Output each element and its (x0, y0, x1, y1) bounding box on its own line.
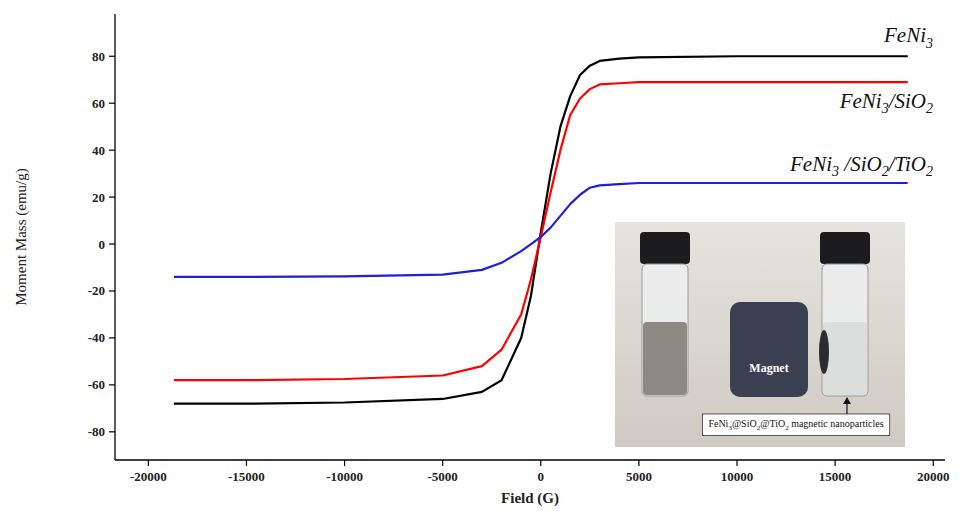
x-tick (344, 460, 345, 466)
y-tick (109, 243, 115, 244)
x-tick-label: 0 (538, 469, 545, 484)
series-label: FeNi3 (883, 23, 933, 50)
caption-box (702, 414, 889, 436)
y-tick (109, 384, 115, 385)
x-axis-title: Field (G) (501, 490, 559, 507)
x-axis (115, 459, 945, 460)
y-tick (109, 150, 115, 151)
x-tick (442, 460, 443, 466)
x-tick-label: 20000 (917, 469, 950, 484)
y-tick (109, 337, 115, 338)
particles (819, 330, 829, 374)
y-axis (114, 14, 115, 460)
y-tick-label: -60 (88, 377, 105, 392)
vial-glass (642, 264, 688, 396)
x-tick-label: 15000 (819, 469, 852, 484)
vial-liquid (823, 322, 867, 395)
x-tick (638, 460, 639, 466)
y-tick-label: -20 (88, 283, 105, 298)
x-tick-label: -20000 (130, 469, 167, 484)
x-tick (736, 460, 737, 466)
y-tick-label: -40 (88, 330, 105, 345)
y-tick (109, 431, 115, 432)
caption-arrow-head (843, 397, 851, 404)
vial-liquid (643, 322, 687, 395)
vial-glass (822, 264, 868, 396)
x-tick (933, 460, 934, 466)
inset-caption: FeNi3@SiO2@TiO2 magnetic nanoparticles (708, 418, 883, 432)
series-label: FeNi3/SiO2 (839, 89, 933, 116)
magnet (730, 302, 808, 397)
y-tick (109, 290, 115, 291)
y-tick-label: 80 (92, 49, 105, 64)
vial-cap (820, 232, 870, 264)
inset-photo: Magnet FeNi3@SiO2@TiO2 magnetic nanoparti… (615, 222, 905, 447)
photo-background (615, 222, 905, 447)
vial-cap (640, 232, 690, 264)
magnet-label: Magnet (749, 361, 788, 375)
x-tick-label: -5000 (428, 469, 458, 484)
x-tick-label: -15000 (228, 469, 265, 484)
y-tick (109, 103, 115, 104)
y-tick-label: -80 (88, 424, 105, 439)
y-tick-label: 20 (92, 190, 105, 205)
x-tick-label: -10000 (326, 469, 363, 484)
x-tick-label: 5000 (626, 469, 652, 484)
y-tick-label: 40 (92, 143, 105, 158)
y-tick (109, 196, 115, 197)
x-tick (835, 460, 836, 466)
x-tick-label: 10000 (721, 469, 754, 484)
x-tick (246, 460, 247, 466)
x-tick (540, 460, 541, 466)
y-tick-label: 0 (99, 237, 106, 252)
x-tick (148, 460, 149, 466)
series-label: FeNi3 /SiO2/TiO2 (789, 152, 933, 179)
y-tick-label: 60 (92, 96, 105, 111)
y-tick (109, 56, 115, 57)
chart: -80 -60 -40 -20 0 20 40 60 80 -20000 -15000 -10000 -… (0, 0, 960, 511)
y-axis-title: Moment Mass (emu/g) (13, 168, 30, 305)
